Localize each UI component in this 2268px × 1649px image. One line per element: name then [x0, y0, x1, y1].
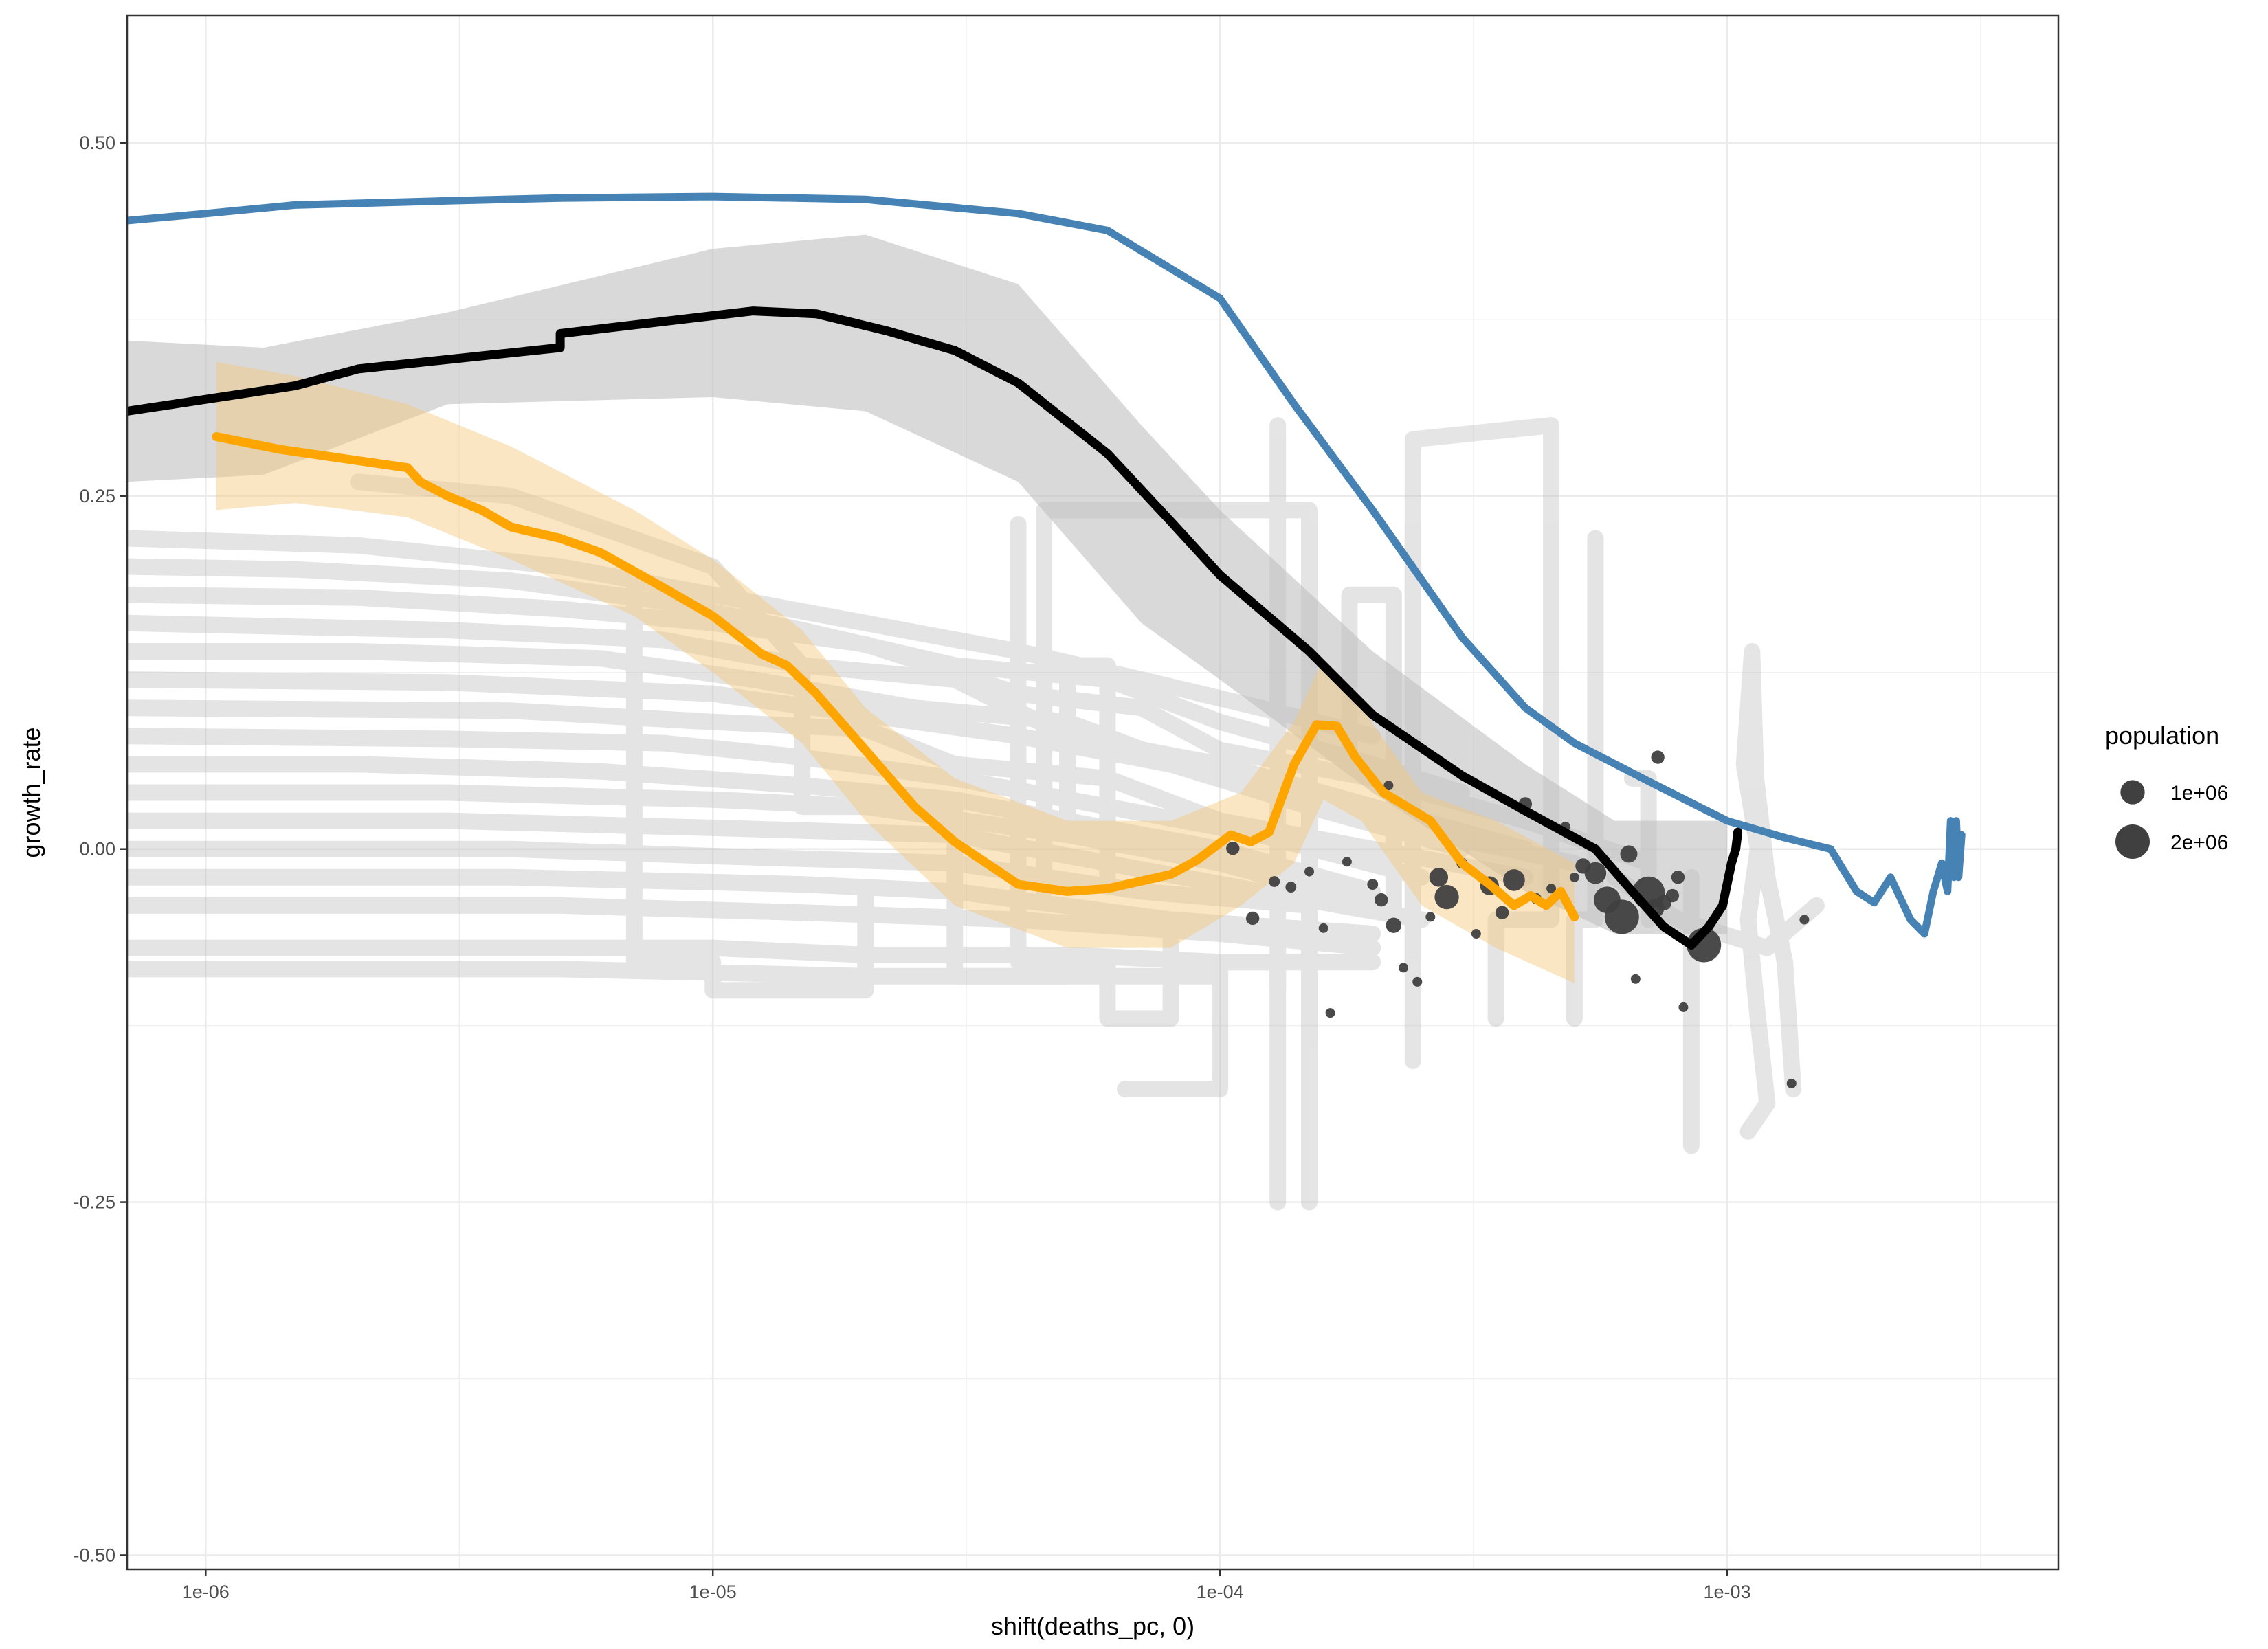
- background-path: [127, 614, 1534, 857]
- x-tick-label: 1e-04: [1197, 1582, 1244, 1602]
- y-tick-label: -0.25: [73, 1192, 115, 1213]
- scatter-point: [1584, 862, 1607, 884]
- scatter-point: [1678, 1002, 1689, 1012]
- scatter-point: [1495, 906, 1509, 919]
- scatter-point: [1671, 871, 1685, 884]
- background-path: [127, 671, 1471, 857]
- background-path: [1404, 417, 1560, 1069]
- scatter-point: [1630, 974, 1641, 984]
- scatter-point: [1245, 911, 1260, 926]
- scatter-point: [1375, 893, 1388, 907]
- x-tick-label: 1e-05: [689, 1582, 737, 1602]
- background-path: [127, 699, 1534, 886]
- y-tick-label: 0.00: [79, 839, 115, 860]
- background-path: [127, 840, 1318, 914]
- y-tick-label: -0.50: [73, 1545, 115, 1565]
- legend-key: [2120, 780, 2145, 805]
- scatter-point: [1604, 899, 1639, 934]
- legend: population 1e+06 2e+06: [2105, 721, 2228, 859]
- scatter-point: [1412, 976, 1423, 987]
- scatter-point: [1325, 1008, 1335, 1018]
- scatter-point: [1269, 876, 1280, 887]
- scatter-point: [1226, 842, 1240, 855]
- scatter-point: [1471, 929, 1481, 939]
- plot-content: [127, 192, 1966, 1211]
- background-path: [127, 868, 1381, 942]
- background-path: [1117, 954, 1287, 1098]
- x-tick-label: 1e-06: [182, 1582, 230, 1602]
- scatter-point: [1503, 869, 1525, 891]
- black-confidence-band: [127, 234, 1727, 934]
- background-path: [127, 643, 1583, 872]
- panel-border: [126, 14, 2060, 1571]
- x-tick-label: 1e-03: [1703, 1582, 1750, 1602]
- background-path: [1735, 643, 1802, 1140]
- scatter-point: [1318, 923, 1328, 933]
- legend-key: [2115, 824, 2150, 859]
- background-path: [1010, 516, 1179, 1027]
- scatter-point: [1546, 884, 1557, 894]
- legend-label: 2e+06: [2170, 831, 2228, 854]
- y-tick-label: 0.50: [79, 133, 115, 153]
- scatter-point: [1434, 884, 1459, 910]
- scatter-point: [1651, 750, 1665, 764]
- scatter-point: [1665, 888, 1680, 903]
- background-path: [127, 939, 1381, 971]
- background-path: [350, 473, 1076, 985]
- scatter-point: [1304, 866, 1315, 877]
- legend-label: 1e+06: [2170, 782, 2228, 805]
- background-path: [625, 572, 874, 999]
- scatter-point: [1620, 845, 1638, 863]
- background-path: [127, 558, 1471, 801]
- scatter-point: [1383, 781, 1394, 791]
- x-axis-title: shift(deaths_pc, 0): [991, 1612, 1194, 1640]
- scatter-point: [1429, 868, 1449, 887]
- background-path: [127, 961, 1229, 985]
- scatter-point: [1786, 1078, 1797, 1088]
- background-path: [127, 812, 1430, 928]
- background-path: [127, 530, 1381, 745]
- scatter-point: [1386, 917, 1401, 933]
- scatter-point: [1425, 912, 1436, 922]
- legend-title: population: [2105, 721, 2219, 750]
- y-tick-label: 0.25: [79, 486, 115, 506]
- scatter-point: [1367, 879, 1379, 890]
- background-path: [127, 784, 1381, 914]
- scatter-point: [1569, 872, 1579, 882]
- scatter-point: [1285, 882, 1297, 893]
- background-path: [127, 756, 1381, 900]
- blue-series-line: [127, 192, 1966, 938]
- scatter-point: [1799, 915, 1810, 925]
- orange-confidence-band: [216, 361, 1575, 983]
- background-path: [1010, 643, 1116, 886]
- scatter-point: [1399, 963, 1409, 973]
- background-path: [127, 897, 1381, 956]
- scatter-point: [1342, 857, 1352, 867]
- y-axis-title: growth_rate: [17, 727, 45, 857]
- black-series-line: [127, 306, 1743, 950]
- background-paths: [127, 417, 1825, 1211]
- orange-series-line: [212, 432, 1579, 921]
- axes: 0.50 0.25 0.00 -0.25 -0.50 1e-06 1e-05 1e-04 1e-…: [73, 133, 1750, 1602]
